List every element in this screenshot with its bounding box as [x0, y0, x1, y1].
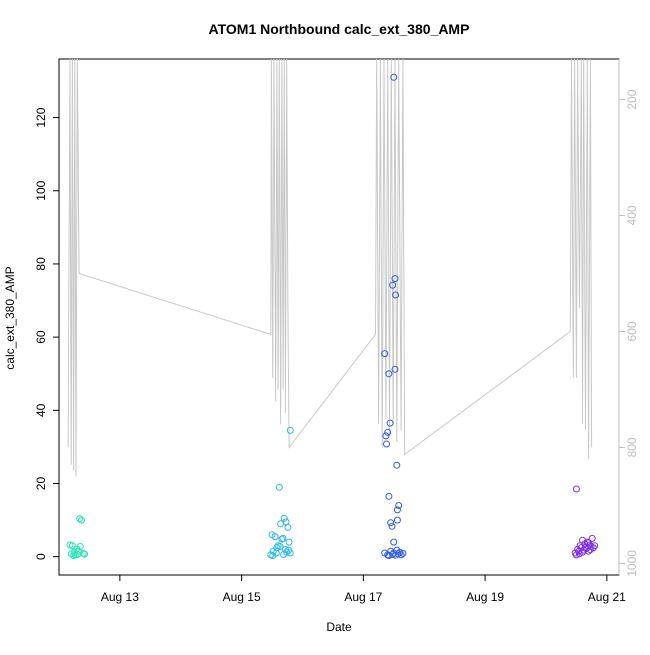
x-tick-label: Aug 13 — [101, 590, 139, 604]
data-point — [381, 350, 389, 358]
data-point — [384, 428, 392, 436]
data-point — [388, 522, 396, 530]
data-point — [272, 549, 280, 557]
data-point — [73, 545, 81, 553]
data-point — [579, 536, 586, 544]
data-point — [588, 534, 596, 542]
data-point — [395, 502, 403, 509]
data-point — [271, 533, 279, 541]
data-point — [571, 549, 579, 557]
data-point — [391, 365, 399, 373]
y-axis-right: 200 400 600 800 1000 — [618, 59, 639, 577]
data-point — [399, 549, 407, 557]
reference-line-layer — [67, 58, 593, 477]
data-point — [275, 483, 283, 491]
data-point — [392, 291, 400, 299]
data-point — [394, 550, 402, 558]
y-tick-label: 80 — [34, 257, 48, 271]
y-axis-label: calc_ext_380_AMP — [3, 266, 17, 369]
x-axis-label: Date — [326, 620, 352, 634]
data-point — [78, 516, 85, 524]
right-y-tick-label: 1000 — [625, 550, 639, 577]
data-point — [386, 419, 394, 427]
data-point — [591, 542, 599, 550]
x-tick-label: Aug 19 — [466, 590, 504, 604]
data-point — [391, 275, 399, 283]
data-point — [286, 426, 294, 434]
y-tick-label: 40 — [34, 403, 48, 417]
plot-frame — [58, 58, 620, 576]
data-point — [390, 73, 398, 81]
data-point — [285, 546, 292, 554]
data-point — [579, 548, 586, 556]
data-point — [278, 535, 286, 543]
reference-line — [67, 58, 593, 477]
y-axis-left: 0 20 40 60 80 100 120 — [34, 107, 59, 560]
y-tick-label: 120 — [34, 107, 48, 127]
chart-title: ATOM1 Northbound calc_ext_380_AMP — [209, 21, 470, 37]
right-y-tick-label: 600 — [625, 321, 639, 341]
x-tick-label: Aug 17 — [344, 590, 382, 604]
data-point — [285, 538, 293, 546]
data-point — [382, 432, 390, 440]
data-point — [385, 370, 393, 378]
right-y-tick-label: 200 — [625, 89, 639, 109]
y-tick-label: 0 — [34, 553, 48, 560]
data-point — [385, 492, 393, 500]
data-point — [68, 542, 76, 550]
data-point — [279, 534, 287, 542]
data-point — [81, 550, 89, 558]
data-point — [273, 544, 281, 552]
data-point — [393, 461, 401, 469]
points-layer — [66, 73, 599, 560]
data-point — [389, 281, 397, 289]
data-point — [397, 551, 405, 559]
data-point — [393, 506, 401, 514]
data-point — [389, 551, 397, 558]
y-tick-label: 60 — [34, 330, 48, 344]
right-y-tick-label: 400 — [625, 205, 639, 225]
data-point — [280, 551, 288, 558]
y-tick-label: 20 — [34, 477, 48, 491]
x-axis: Aug 13 Aug 15 Aug 17 Aug 19 Aug 21 — [101, 575, 626, 604]
right-y-tick-label: 800 — [625, 437, 639, 457]
data-point — [276, 543, 284, 550]
data-point — [387, 519, 395, 527]
x-tick-label: Aug 15 — [223, 590, 261, 604]
data-point — [390, 538, 398, 546]
x-tick-label: Aug 21 — [588, 590, 626, 604]
y-tick-label: 100 — [34, 180, 48, 200]
data-point — [70, 552, 78, 560]
data-point — [393, 516, 401, 524]
data-point — [280, 514, 288, 522]
data-point — [572, 485, 580, 493]
data-point — [383, 440, 390, 448]
data-point — [282, 518, 290, 526]
data-point — [76, 515, 84, 523]
data-point — [585, 539, 593, 547]
